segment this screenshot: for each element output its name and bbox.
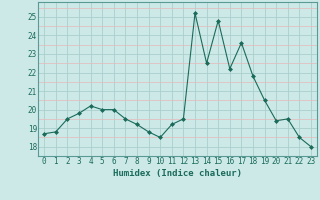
X-axis label: Humidex (Indice chaleur): Humidex (Indice chaleur): [113, 169, 242, 178]
